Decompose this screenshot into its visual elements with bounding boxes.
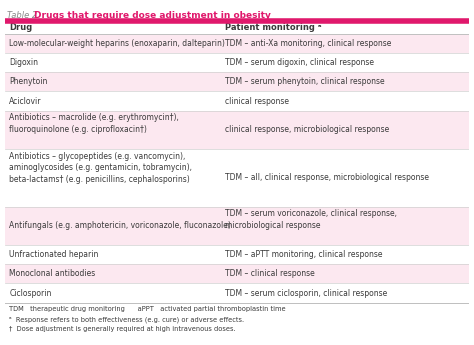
Text: Antibiotics – glycopeptides (e.g. vancomycin),
aminoglycosides (e.g. gentamicin,: Antibiotics – glycopeptides (e.g. vancom… [9,152,192,184]
Text: ᵃ  Response refers to both effectiveness (e.g. cure) or adverse effects.: ᵃ Response refers to both effectiveness … [9,316,245,323]
Text: †  Dose adjustment is generally required at high intravenous doses.: † Dose adjustment is generally required … [9,326,236,332]
Text: clinical response: clinical response [226,97,290,106]
Text: Antibiotics – macrolide (e.g. erythromycin†),
fluoroquinolone (e.g. ciprofloxaci: Antibiotics – macrolide (e.g. erythromyc… [9,114,179,134]
Text: Aciclovir: Aciclovir [9,97,42,106]
Text: TDM – serum ciclosporin, clinical response: TDM – serum ciclosporin, clinical respon… [226,288,388,298]
Bar [5,34,469,53]
Bar [5,111,469,149]
Text: TDM – clinical response: TDM – clinical response [226,269,315,278]
Text: Low-molecular-weight heparins (enoxaparin, dalteparin): Low-molecular-weight heparins (enoxapari… [9,39,225,48]
Text: Digoxin: Digoxin [9,58,38,67]
Text: Drug: Drug [9,23,33,32]
Text: Unfractionated heparin: Unfractionated heparin [9,250,99,259]
Text: TDM – anti-Xa monitoring, clinical response: TDM – anti-Xa monitoring, clinical respo… [226,39,392,48]
Text: Table 2: Table 2 [7,11,43,20]
Bar [5,207,469,245]
Text: Patient monitoring ᵃ: Patient monitoring ᵃ [226,23,322,32]
Text: Monoclonal antibodies: Monoclonal antibodies [9,269,96,278]
Text: Antifungals (e.g. amphotericin, voriconazole, fluconazole): Antifungals (e.g. amphotericin, voricona… [9,221,231,230]
Text: TDM – all, clinical response, microbiological response: TDM – all, clinical response, microbiolo… [226,174,429,183]
Text: TDM – aPTT monitoring, clinical response: TDM – aPTT monitoring, clinical response [226,250,383,259]
Text: Phenytoin: Phenytoin [9,77,48,86]
Text: Ciclosporin: Ciclosporin [9,288,52,298]
Text: clinical response, microbiological response: clinical response, microbiological respo… [226,125,390,134]
Text: TDM   therapeutic drug monitoring      aPPT   activated partial thromboplastin t: TDM therapeutic drug monitoring aPPT act… [9,306,286,312]
Text: TDM – serum digoxin, clinical response: TDM – serum digoxin, clinical response [226,58,374,67]
Bar [5,72,469,91]
Text: TDM – serum phenytoin, clinical response: TDM – serum phenytoin, clinical response [226,77,385,86]
Text: Drugs that require dose adjustment in obesity: Drugs that require dose adjustment in ob… [34,11,271,20]
Text: TDM – serum voriconazole, clinical response,
microbiological response: TDM – serum voriconazole, clinical respo… [226,209,397,230]
Bar [5,264,469,284]
